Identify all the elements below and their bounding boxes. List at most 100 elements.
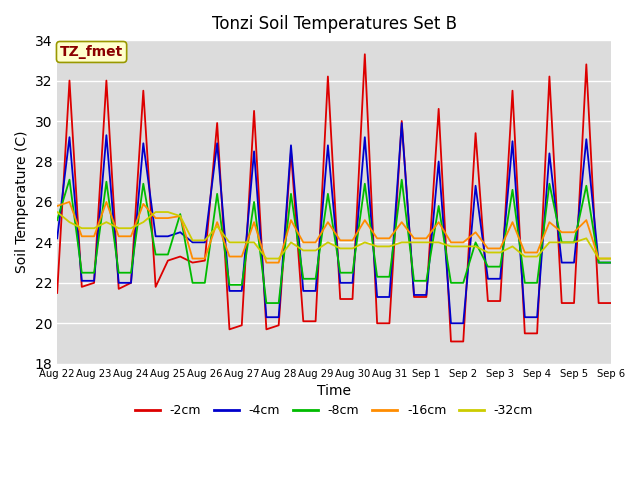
-32cm: [53, 209, 61, 215]
-2cm: [533, 331, 541, 336]
-16cm: [385, 236, 393, 241]
-16cm: [275, 260, 282, 265]
-8cm: [497, 264, 504, 270]
-16cm: [53, 203, 61, 209]
-32cm: [484, 250, 492, 255]
-8cm: [447, 280, 455, 286]
-16cm: [78, 233, 86, 239]
-32cm: [152, 209, 159, 215]
-16cm: [262, 260, 270, 265]
-16cm: [570, 229, 578, 235]
-8cm: [521, 280, 529, 286]
-8cm: [262, 300, 270, 306]
-32cm: [435, 240, 442, 245]
-16cm: [582, 217, 590, 223]
X-axis label: Time: Time: [317, 384, 351, 398]
-32cm: [447, 243, 455, 249]
-2cm: [312, 318, 319, 324]
-2cm: [250, 108, 258, 114]
-8cm: [422, 278, 430, 284]
Line: -4cm: -4cm: [57, 123, 611, 323]
-32cm: [213, 223, 221, 229]
-4cm: [607, 260, 615, 265]
-8cm: [460, 280, 467, 286]
-32cm: [189, 238, 196, 243]
-16cm: [373, 236, 381, 241]
Line: -16cm: -16cm: [57, 202, 611, 263]
-16cm: [472, 229, 479, 235]
-4cm: [595, 260, 602, 265]
-32cm: [337, 246, 344, 252]
-8cm: [189, 280, 196, 286]
-32cm: [66, 219, 74, 225]
-4cm: [460, 320, 467, 326]
-32cm: [275, 256, 282, 262]
-4cm: [521, 314, 529, 320]
-32cm: [164, 209, 172, 215]
-16cm: [509, 219, 516, 225]
-32cm: [201, 238, 209, 243]
-4cm: [152, 233, 159, 239]
-8cm: [238, 282, 246, 288]
-8cm: [127, 270, 135, 276]
-2cm: [595, 300, 602, 306]
-4cm: [373, 294, 381, 300]
-8cm: [177, 211, 184, 217]
-4cm: [287, 143, 295, 148]
-8cm: [115, 270, 122, 276]
-16cm: [226, 253, 234, 259]
-32cm: [497, 250, 504, 255]
-2cm: [398, 118, 406, 124]
-16cm: [545, 219, 553, 225]
-32cm: [410, 240, 418, 245]
-16cm: [607, 256, 615, 262]
-2cm: [90, 280, 98, 286]
-8cm: [472, 240, 479, 245]
-4cm: [275, 314, 282, 320]
-8cm: [312, 276, 319, 282]
-8cm: [90, 270, 98, 276]
-4cm: [410, 292, 418, 298]
-4cm: [66, 134, 74, 140]
-8cm: [595, 260, 602, 265]
-32cm: [472, 243, 479, 249]
-2cm: [300, 318, 307, 324]
-8cm: [337, 270, 344, 276]
-4cm: [262, 314, 270, 320]
-8cm: [545, 181, 553, 187]
-16cm: [189, 256, 196, 262]
-32cm: [140, 219, 147, 225]
-8cm: [66, 177, 74, 182]
-4cm: [189, 240, 196, 245]
-4cm: [238, 288, 246, 294]
-32cm: [361, 240, 369, 245]
-8cm: [509, 187, 516, 192]
-16cm: [213, 219, 221, 225]
-2cm: [201, 258, 209, 264]
-2cm: [484, 298, 492, 304]
-4cm: [545, 151, 553, 156]
-32cm: [595, 256, 602, 262]
-2cm: [410, 294, 418, 300]
-8cm: [213, 191, 221, 197]
-8cm: [201, 280, 209, 286]
-32cm: [373, 243, 381, 249]
-32cm: [582, 236, 590, 241]
-16cm: [422, 236, 430, 241]
-16cm: [497, 246, 504, 252]
-2cm: [497, 298, 504, 304]
-32cm: [177, 213, 184, 219]
-4cm: [558, 260, 566, 265]
-32cm: [115, 225, 122, 231]
-2cm: [152, 284, 159, 290]
-2cm: [521, 331, 529, 336]
Line: -2cm: -2cm: [57, 54, 611, 341]
-4cm: [337, 280, 344, 286]
-8cm: [398, 177, 406, 182]
-32cm: [287, 240, 295, 245]
-2cm: [102, 78, 110, 84]
-4cm: [447, 320, 455, 326]
-2cm: [570, 300, 578, 306]
-8cm: [582, 183, 590, 189]
-16cm: [484, 246, 492, 252]
